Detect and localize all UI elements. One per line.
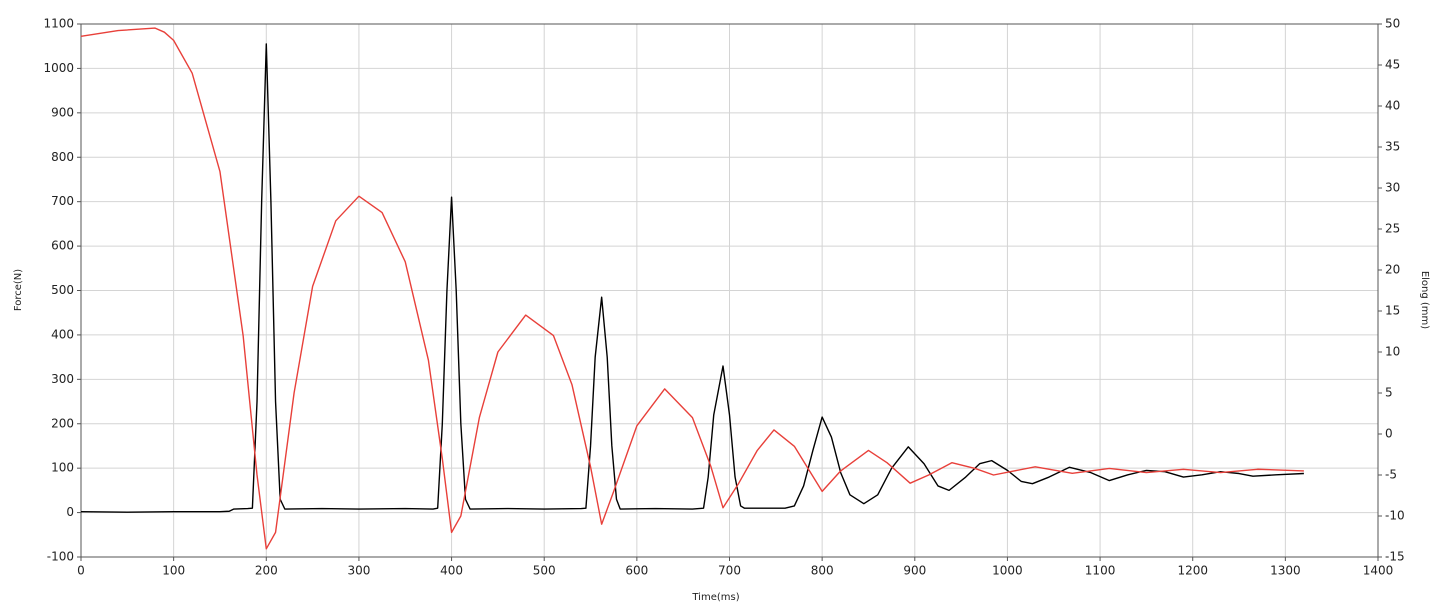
y2-axis-label: Elong (mm)	[1419, 271, 1430, 329]
x-tick-label: 200	[255, 564, 278, 578]
y2-tick-label: 40	[1385, 99, 1400, 113]
y2-tick-label: 5	[1385, 386, 1393, 400]
data-line	[80, 27, 1304, 550]
y-tick-label: 500	[51, 283, 74, 297]
x-tick-label: 500	[533, 564, 556, 578]
y-tick-label: 100	[51, 461, 74, 475]
x-axis-label: Time(ms)	[691, 592, 739, 603]
y-axis-label: Force(N)	[13, 269, 24, 311]
y-tick-label: 800	[51, 150, 74, 164]
y-tick-label: 300	[51, 372, 74, 386]
y-tick-label: -100	[47, 550, 74, 564]
x-tick-label: 0	[77, 564, 85, 578]
y-tick-label: 0	[66, 505, 74, 519]
y2-tick-label: 10	[1385, 345, 1400, 359]
y2-tick-label: -15	[1385, 550, 1405, 564]
x-tick-label: 1100	[1085, 564, 1116, 578]
y-tick-label: 200	[51, 416, 74, 430]
x-tick-label: 600	[625, 564, 648, 578]
x-tick-label: 900	[903, 564, 926, 578]
y-tick-label: 900	[51, 105, 74, 119]
y2-tick-label: 15	[1385, 304, 1400, 318]
x-tick-label: 100	[162, 564, 185, 578]
y2-tick-label: 35	[1385, 140, 1400, 154]
x-tick-label: 400	[440, 564, 463, 578]
y2-tick-label: -10	[1385, 509, 1405, 523]
x-tick-label: 300	[347, 564, 370, 578]
y2-tick-label: 30	[1385, 181, 1400, 195]
plot-frame	[80, 23, 1379, 558]
x-tick-label: 1400	[1363, 564, 1394, 578]
y-tick-label: 400	[51, 327, 74, 341]
x-tick-label: 700	[718, 564, 741, 578]
y2-tick-label: 0	[1385, 427, 1393, 441]
x-tick-label: 1300	[1270, 564, 1301, 578]
data-line	[80, 43, 1304, 513]
y2-tick-label: 45	[1385, 58, 1400, 72]
y2-tick-label: 25	[1385, 222, 1400, 236]
x-tick-label: 1000	[992, 564, 1023, 578]
y-tick-label: 1100	[43, 17, 74, 31]
x-tick-label: 1200	[1177, 564, 1208, 578]
y-tick-label: 1000	[43, 61, 74, 75]
y2-tick-label: -5	[1385, 468, 1397, 482]
y2-tick-label: 20	[1385, 263, 1400, 277]
y-tick-label: 700	[51, 194, 74, 208]
x-tick-label: 800	[811, 564, 834, 578]
y-tick-label: 600	[51, 239, 74, 253]
y2-tick-label: 50	[1385, 17, 1400, 31]
